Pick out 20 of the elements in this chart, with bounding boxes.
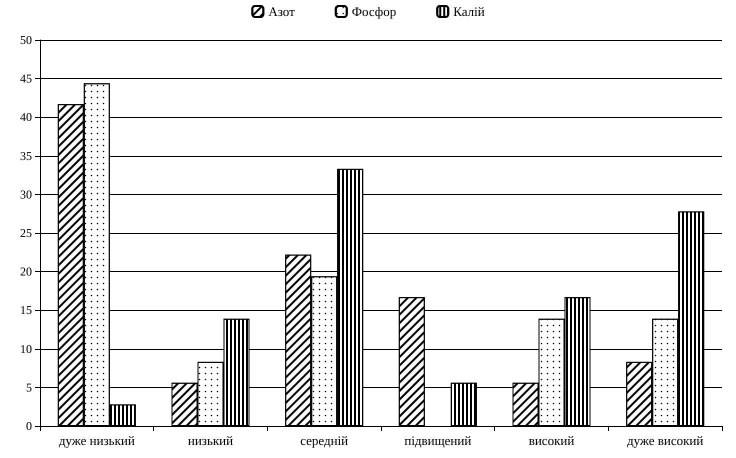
x-tick-label: високий bbox=[528, 433, 574, 448]
y-tick-label: 20 bbox=[20, 264, 32, 279]
y-tick-label: 25 bbox=[20, 226, 32, 240]
y-tick-label: 40 bbox=[20, 110, 32, 124]
x-tick-label: дуже високий bbox=[626, 433, 704, 448]
y-tick-label: 50 bbox=[20, 33, 32, 47]
legend-label: Калій bbox=[453, 4, 485, 19]
y-tick-label: 45 bbox=[20, 72, 32, 86]
y-tick-label: 35 bbox=[20, 148, 32, 163]
y-tick-label: 30 bbox=[20, 187, 32, 202]
x-tick-label: низький bbox=[188, 433, 234, 448]
x-tick-label: дуже низький bbox=[58, 433, 135, 448]
x-tick-label: середній bbox=[300, 433, 348, 448]
y-tick-label: 0 bbox=[26, 419, 32, 433]
legend-label: Азот bbox=[268, 4, 296, 19]
y-tick-label: 15 bbox=[20, 303, 32, 318]
x-tick-label: підвищений bbox=[404, 433, 472, 448]
legend-label: Фосфор bbox=[352, 4, 396, 19]
y-tick-label: 10 bbox=[20, 342, 32, 356]
y-tick-label: 5 bbox=[26, 380, 32, 394]
